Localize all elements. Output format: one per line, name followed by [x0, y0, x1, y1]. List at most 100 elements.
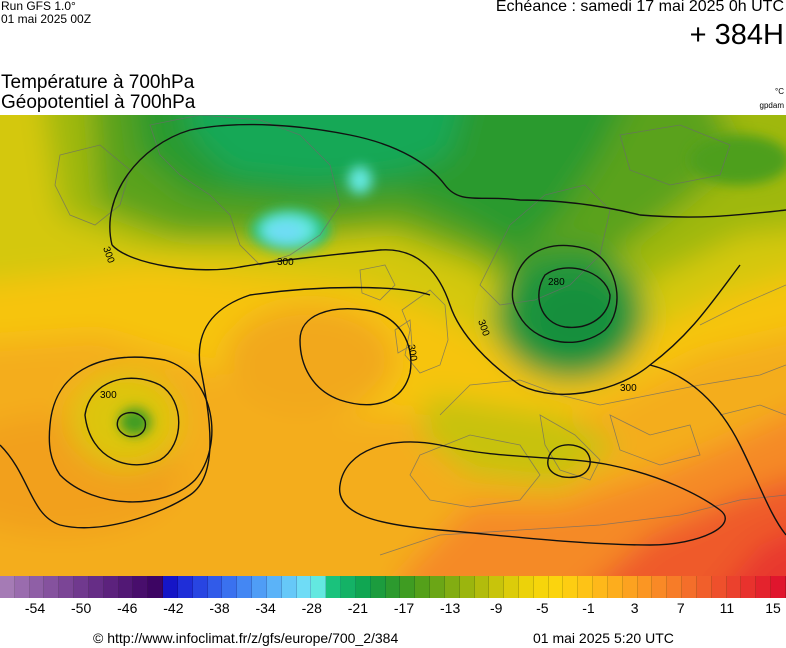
colorbar-swatch: [504, 576, 519, 598]
colorbar-swatch: [88, 576, 104, 598]
colorbar-tick-label: -1: [582, 600, 595, 616]
colorbar-swatch: [726, 576, 742, 598]
coastlines: [54, 115, 786, 556]
colorbar-swatch: [756, 576, 772, 598]
colorbar-swatch: [711, 576, 727, 598]
colorbar-swatch: [29, 576, 45, 598]
colorbar-swatch: [430, 576, 445, 598]
forecast-valid-time: Echéance : samedi 17 mai 2025 0h UTC: [495, 0, 784, 15]
colorbar-swatch: [682, 576, 697, 598]
colorbar-swatch: [59, 576, 75, 598]
contour-label: 300: [620, 383, 637, 394]
colorbar-swatch: [637, 576, 653, 598]
colorbar-swatch: [370, 576, 386, 598]
colorbar-swatch: [444, 576, 460, 598]
geopotential-unit: gpdam: [759, 101, 784, 110]
colorbar-swatch: [222, 576, 238, 598]
colorbar-tick-label: -38: [209, 600, 230, 616]
colorbar-tick-label: 7: [676, 600, 685, 616]
temperature-colorbar: [0, 576, 786, 598]
run-title: Run GFS 1.0°: [1, 0, 76, 13]
colorbar-swatch: [148, 576, 164, 598]
colorbar-swatch: [0, 576, 15, 598]
colorbar-tick-label: -17: [393, 600, 415, 616]
colorbar-swatch: [296, 576, 312, 598]
colorbar-swatch: [207, 576, 223, 598]
colorbar-swatch: [607, 576, 623, 598]
colorbar-swatch: [489, 576, 505, 598]
weather-map: 300 300 300 300 300 280 300: [0, 115, 786, 576]
run-date: 01 mai 2025 00Z: [1, 12, 92, 26]
colorbar-tick-label: -54: [24, 600, 46, 616]
contour-low-west: [84, 377, 180, 466]
colorbar-swatch: [415, 576, 431, 598]
geopotential-title: Géopotentiel à 700hPa: [1, 92, 196, 113]
contour-east: [649, 364, 786, 536]
colorbar-tick-label: -5: [536, 600, 549, 616]
colorbar-swatch: [192, 576, 208, 598]
colorbar-swatch: [771, 576, 786, 598]
colorbar-swatch: [548, 576, 564, 598]
contour-balkan-cut: [547, 444, 591, 479]
colorbar-swatch: [163, 576, 178, 598]
temperature-title: Température à 700hPa: [1, 72, 195, 93]
colorbar-swatch: [266, 576, 282, 598]
colorbar-tick-label: -9: [490, 600, 503, 616]
forecast-horizon: + 384H: [689, 19, 784, 51]
contour-low-west-outer: [48, 356, 213, 503]
contour-label: 300: [405, 344, 419, 363]
colorbar-swatch: [341, 576, 356, 598]
colorbar-tick-label: -34: [255, 600, 276, 616]
colorbar-swatch: [533, 576, 549, 598]
contour-low-core: [116, 411, 147, 438]
colorbar-swatch: [103, 576, 119, 598]
colorbar-tick-label: 15: [765, 600, 781, 616]
colorbar-swatch: [518, 576, 534, 598]
colorbar-swatch: [14, 576, 30, 598]
colorbar-tick-label: -21: [347, 600, 368, 616]
colorbar-swatch: [563, 576, 579, 598]
colorbar-swatch: [44, 576, 60, 598]
colorbar-tick-label: 3: [630, 600, 639, 616]
contour-inner-low: [538, 267, 611, 329]
contour-label: 280: [548, 277, 565, 288]
map-canvas: 300 300 300 300 300 280 300: [0, 115, 786, 576]
colorbar-swatch: [237, 576, 253, 598]
colorbar-tick-label: -46: [117, 600, 138, 616]
generation-time: 01 mai 2025 5:20 UTC: [533, 630, 674, 646]
colorbar-swatch: [459, 576, 475, 598]
colorbar-swatch: [281, 576, 297, 598]
contour-iberia-high: [339, 441, 726, 546]
colorbar-swatch: [593, 576, 608, 598]
colorbar-swatch: [118, 576, 134, 598]
colorbar-swatch: [741, 576, 757, 598]
source-credit: © http://www.infoclimat.fr/z/gfs/europe/…: [93, 630, 399, 646]
cold-anomalies: [119, 135, 786, 436]
colorbar-swatch: [400, 576, 416, 598]
colorbar-tick-label: -13: [440, 600, 461, 616]
colorbar-tick-label: -42: [163, 600, 184, 616]
contour-atlantic-high: [299, 308, 412, 406]
temperature-unit: °C: [775, 87, 784, 96]
contour-300-north: [109, 123, 786, 246]
colorbar-swatch: [326, 576, 342, 598]
colorbar-swatch: [133, 576, 149, 598]
contour-280: [511, 244, 618, 343]
contour-label: 300: [277, 257, 294, 268]
colorbar-swatch: [385, 576, 401, 598]
colorbar-swatch: [311, 576, 327, 598]
colorbar-swatch: [474, 576, 490, 598]
colorbar-swatch: [696, 576, 712, 598]
colorbar-swatch: [252, 576, 267, 598]
colorbar-swatch: [74, 576, 89, 598]
colorbar-tick-label: -28: [301, 600, 322, 616]
colorbar-swatch: [177, 576, 193, 598]
colorbar-tick-label: -50: [71, 600, 92, 616]
geopotential-contours: [0, 123, 786, 546]
colorbar-ticks: -54 -50 -46 -42 -38 -34 -28 -21 -17 -13 -9 -5 -1 3 7 11…: [0, 600, 786, 618]
colorbar-tick-label: 11: [719, 600, 735, 616]
colorbar-swatch: [578, 576, 594, 598]
colorbar-swatch: [667, 576, 683, 598]
contour-300-south: [0, 286, 431, 529]
colorbar-swatch: [652, 576, 668, 598]
